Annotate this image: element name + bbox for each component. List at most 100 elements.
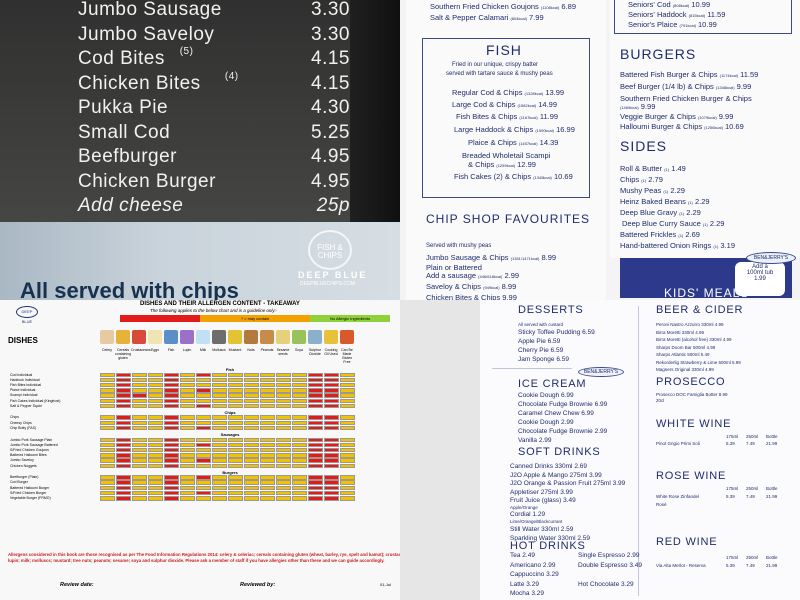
allergen-cell — [212, 453, 227, 458]
menu-item: Magners Original 330ml 4.99 — [656, 367, 714, 372]
allergen-cell — [340, 398, 355, 404]
allergen-column-header: Lupin — [182, 348, 192, 352]
allergen-cell — [292, 458, 307, 463]
menu-item: Sparkling Water 330ml 2.59 — [510, 535, 590, 542]
allergen-cell — [276, 372, 291, 378]
item-price: 2.99 — [594, 428, 608, 435]
item-name: Saveloy & Chips — [426, 282, 482, 291]
allergen-cell — [244, 480, 259, 485]
menu-item: Pukka Pie 4.30 — [78, 97, 358, 121]
item-price: 1.49 — [671, 164, 686, 173]
allergen-cell — [292, 393, 307, 398]
allergen-cell — [164, 447, 179, 453]
allergen-cell — [180, 496, 195, 501]
item-name: Plain or Battered — [426, 263, 482, 272]
allergen-icon — [180, 330, 194, 344]
allergen-cell — [244, 453, 259, 458]
allergen-cell — [324, 393, 339, 398]
logo-text: FISH & CHIPS — [317, 243, 343, 260]
allergen-icon — [132, 330, 146, 344]
item-name: Apple/Orange — [510, 505, 538, 510]
allergen-cell — [340, 425, 355, 431]
menu-item: Cookie Dough 2.99 — [518, 419, 574, 426]
allergen-cell — [340, 447, 355, 453]
allergen-cell — [116, 382, 131, 388]
allergen-cell — [260, 398, 275, 404]
allergen-cell — [324, 415, 339, 420]
allergen-cell — [116, 485, 131, 491]
item-name: Fruit Juice (glass) — [510, 497, 562, 504]
allergen-cell — [244, 372, 259, 378]
allergen-cell — [196, 372, 211, 378]
soft-drinks-heading: SOFT DRINKS — [518, 446, 601, 458]
allergen-cell — [164, 437, 179, 443]
wine-price: 7.49 — [746, 563, 755, 568]
allergen-cell — [276, 377, 291, 383]
allergen-cell — [308, 398, 323, 404]
allergen-cell — [132, 485, 147, 491]
item-price: 9.99 — [736, 82, 752, 91]
allergen-cell — [116, 496, 131, 501]
legend-amber: ? = may contain — [200, 315, 310, 322]
menu-item: Jumbo Sausage & Chips (1351/1471kcal) 8.… — [426, 253, 556, 262]
section-title: Fish — [225, 367, 235, 372]
allergen-cell — [212, 447, 227, 453]
allergen-cell — [116, 458, 131, 463]
item-price: 2.99 — [538, 437, 552, 444]
allergen-cell — [228, 447, 243, 453]
allergen-cell — [100, 485, 115, 491]
item-calories: (1) — [713, 244, 719, 249]
allergen-cell — [244, 458, 259, 463]
item-calories: (791kcal) — [679, 23, 696, 28]
allergen-cell — [132, 415, 147, 420]
menu-item: Halloumi Burger & Chips (1256kcal) 10.69 — [620, 122, 744, 131]
item-price: 4.99 — [705, 367, 714, 372]
size-header: 250ml — [746, 555, 759, 560]
allergen-cell — [292, 425, 307, 431]
menu-item: Senior's Plaice (791kcal) 10.99 — [628, 20, 717, 29]
allergen-cell — [180, 372, 195, 378]
chalkboard-menu-photo: Jumbo Sausage 3.30 Jumbo Saveloy 3.30 Cod Bi… — [0, 0, 400, 300]
menu-item: Peroni Nastro Azzurro 330ml 4.99 — [656, 322, 724, 327]
item-calories: (1174kcal) — [719, 73, 739, 78]
allergen-cell — [180, 415, 195, 420]
item-name: Beefburger — [78, 146, 178, 167]
allergen-cell — [276, 415, 291, 420]
allergen-cell — [212, 398, 227, 404]
allergen-cell — [308, 458, 323, 463]
item-price: 10.99 — [691, 0, 711, 9]
menu-item: Large Cod & Chips (1582kcal) 14.99 — [452, 100, 557, 109]
allergen-column-header: Molluscs — [212, 348, 226, 352]
allergen-cell — [276, 398, 291, 404]
item-name: Jumbo Sausage & Chips — [426, 253, 509, 262]
menu-item: Chocolate Fudge Brownie 2.99 — [518, 428, 607, 435]
allergen-cell — [164, 377, 179, 383]
allergen-cell — [132, 372, 147, 378]
menu-item: J2O Apple & Mango 275ml 3.99 — [510, 472, 602, 479]
item-price: 9.99 — [640, 102, 656, 111]
allergen-cell — [292, 442, 307, 448]
allergen-cell — [132, 425, 147, 431]
allergen-cell — [244, 382, 259, 388]
desserts-heading: DESSERTS — [518, 304, 584, 316]
allergen-cell — [164, 480, 179, 485]
item-name: Latte — [510, 580, 525, 588]
allergen-cell — [276, 388, 291, 393]
legend-green: No Allergic Ingredients — [310, 315, 390, 322]
allergen-cell — [260, 382, 275, 388]
allergen-cell — [148, 480, 163, 485]
allergen-cell — [340, 372, 355, 378]
slogan: All served with chips — [20, 278, 239, 300]
allergen-column-header: Can Be Made Gluten Free — [341, 348, 353, 364]
allergen-cell — [308, 437, 323, 443]
allergen-cell — [148, 485, 163, 491]
allergen-cell — [100, 458, 115, 463]
allergen-icon — [196, 330, 210, 344]
seniors-box — [614, 0, 792, 34]
allergen-cell — [308, 485, 323, 491]
item-name: Veggie Burger & Chips — [620, 112, 696, 121]
item-price: 4.99 — [714, 322, 724, 327]
dish-name: Salt & Pepper Squid — [10, 403, 42, 408]
allergen-cell — [180, 377, 195, 383]
item-name: Jumbo Sausage — [78, 0, 222, 20]
